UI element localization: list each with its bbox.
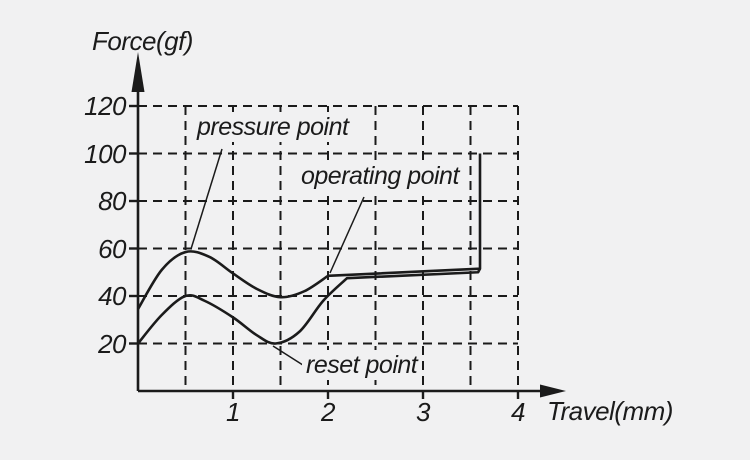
x-tick-label-4: 4 [511,397,525,427]
x-tick-label-3: 3 [416,397,430,427]
x-tick-label-2: 2 [321,397,335,427]
leader-line-operating-point [329,196,365,274]
y-axis-title: Force(gf) [92,26,193,56]
x-tick-label-1: 1 [226,397,240,427]
curve-press-stroke [136,153,482,310]
y-axis-arrowhead [131,52,145,92]
y-tick-label-60: 60 [98,233,126,264]
y-tick-label-20: 20 [98,328,126,359]
y-tick-label-40: 40 [98,281,126,311]
y-tick-label-100: 100 [84,138,126,169]
y-tick-label-120: 120 [84,91,126,121]
x-axis-title: Travel(mm) [547,396,673,426]
leader-line-pressure-point [190,148,223,250]
y-tick-label-80: 80 [98,186,126,216]
curve-return-stroke [137,268,482,345]
annotation-operating-point: operating point [297,161,463,191]
annotation-reset-point: reset point [302,350,422,380]
annotation-pressure-point: pressure point [193,112,353,142]
leader-line-reset-point [272,345,307,368]
x-axis-arrowhead [540,384,566,398]
